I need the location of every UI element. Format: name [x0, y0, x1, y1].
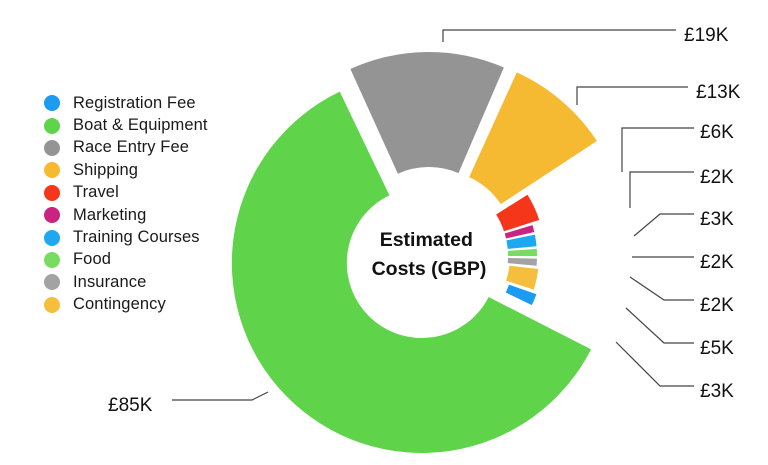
legend-label: Travel — [73, 183, 119, 202]
leader-line — [615, 341, 694, 387]
pie-slice — [231, 91, 592, 453]
donut-slices — [231, 52, 597, 453]
data-label: £6K — [700, 122, 734, 143]
legend-item: Food — [44, 249, 208, 271]
legend-item: Contingency — [44, 294, 208, 316]
pie-slice — [469, 72, 597, 205]
leader-line — [629, 276, 694, 301]
pie-slice — [507, 248, 538, 257]
legend-item: Boat & Equipment — [44, 114, 208, 136]
legend-swatch — [44, 184, 60, 201]
legend-swatch — [44, 251, 60, 268]
legend-label: Boat & Equipment — [73, 116, 208, 135]
leader-lines — [172, 29, 694, 401]
legend-label: Training Courses — [73, 228, 200, 247]
legend-label: Contingency — [73, 295, 166, 314]
legend-item: Training Courses — [44, 226, 208, 248]
pie-slice — [505, 284, 537, 306]
legend-item: Shipping — [44, 159, 208, 181]
legend-label: Registration Fee — [73, 93, 196, 112]
legend-swatch — [44, 229, 60, 246]
data-label: £19K — [684, 25, 729, 46]
leader-line — [442, 29, 676, 42]
leader-line — [621, 127, 694, 172]
legend-item: Registration Fee — [44, 92, 208, 114]
data-label: £2K — [700, 295, 734, 316]
leader-line — [629, 171, 694, 208]
legend-item: Travel — [44, 182, 208, 204]
pie-slice — [506, 265, 539, 290]
data-label: £5K — [700, 338, 734, 359]
legend-label: Insurance — [73, 272, 147, 291]
leader-line — [172, 391, 269, 401]
leader-line — [625, 307, 694, 344]
leader-line — [576, 86, 688, 105]
legend-swatch — [44, 95, 60, 112]
legend-swatch — [44, 162, 60, 179]
chart-legend: Registration Fee Boat & Equipment Race Ent… — [44, 92, 208, 316]
legend-label: Marketing — [73, 205, 147, 224]
pie-slice — [350, 52, 504, 174]
legend-item: Marketing — [44, 204, 208, 226]
legend-swatch — [44, 117, 60, 134]
data-label: £2K — [700, 167, 734, 188]
legend-item: Insurance — [44, 271, 208, 293]
pie-slice — [496, 194, 540, 232]
chart-title: Estimated Costs (GBP) — [372, 229, 487, 280]
pie-slice — [507, 257, 537, 266]
data-label: £3K — [700, 381, 734, 402]
value-labels: £19K £13K £6K £2K £3K £2K £2K £5K £3K £85K — [108, 25, 741, 416]
legend-swatch — [44, 296, 60, 313]
pie-slice — [506, 234, 537, 249]
legend-label: Race Entry Fee — [73, 138, 190, 157]
data-label: £85K — [108, 395, 153, 416]
data-label: £3K — [700, 209, 734, 230]
leader-line — [633, 213, 694, 237]
legend-label: Food — [73, 250, 112, 269]
legend-label: Shipping — [73, 160, 139, 179]
legend-swatch — [44, 274, 60, 291]
pie-slice — [504, 225, 535, 239]
data-label: £2K — [700, 252, 734, 273]
legend-item: Race Entry Fee — [44, 137, 208, 159]
data-label: £13K — [696, 82, 741, 103]
legend-swatch — [44, 139, 60, 156]
legend-swatch — [44, 207, 60, 224]
